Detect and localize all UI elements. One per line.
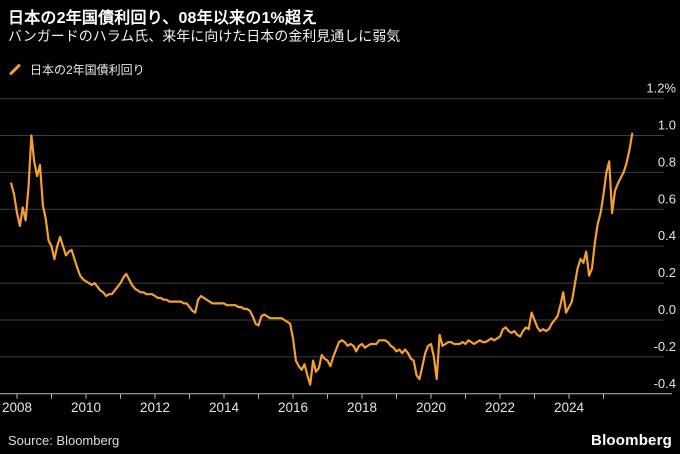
page-title: 日本の2年国債利回り、08年以来の1%超え bbox=[8, 10, 318, 27]
chart-subtitle: バンガードのハラム氏、来年に向けた日本の金利見通しに弱気 bbox=[8, 28, 401, 44]
y-tick-label: 0.0 bbox=[658, 302, 676, 317]
x-tick-label: 2014 bbox=[209, 400, 240, 415]
x-tick-label: 2022 bbox=[485, 400, 515, 415]
yield-line-path bbox=[10, 132, 634, 386]
x-tick-label: 2012 bbox=[140, 400, 170, 415]
y-tick-label: 0.2 bbox=[658, 265, 676, 280]
bloomberg-logo: Bloomberg bbox=[591, 432, 672, 449]
x-tick-label: 2020 bbox=[416, 400, 446, 415]
x-tick-label: 2008 bbox=[2, 400, 32, 415]
y-tick-label: 0.8 bbox=[658, 154, 676, 169]
legend-series-label: 日本の2年国債利回り bbox=[30, 63, 145, 77]
x-tick-label: 2024 bbox=[554, 400, 585, 415]
chart-legend: 日本の2年国債利回り bbox=[8, 61, 145, 78]
source-credit: Source: Bloomberg bbox=[8, 433, 120, 448]
y-tick-label: 0.6 bbox=[658, 191, 676, 206]
y-tick-label: 0.4 bbox=[658, 228, 676, 243]
y-tick-label: -0.4 bbox=[654, 376, 676, 391]
y-tick-label: 1.2% bbox=[646, 81, 676, 96]
footer: Source: Bloomberg Bloomberg bbox=[0, 432, 680, 450]
x-tick-label: 2018 bbox=[347, 400, 377, 415]
x-tick-label: 2010 bbox=[71, 400, 101, 415]
y-tick-label: 1.0 bbox=[658, 118, 676, 133]
x-tick-label: 2016 bbox=[278, 400, 308, 415]
y-tick-label: -0.2 bbox=[654, 339, 676, 354]
